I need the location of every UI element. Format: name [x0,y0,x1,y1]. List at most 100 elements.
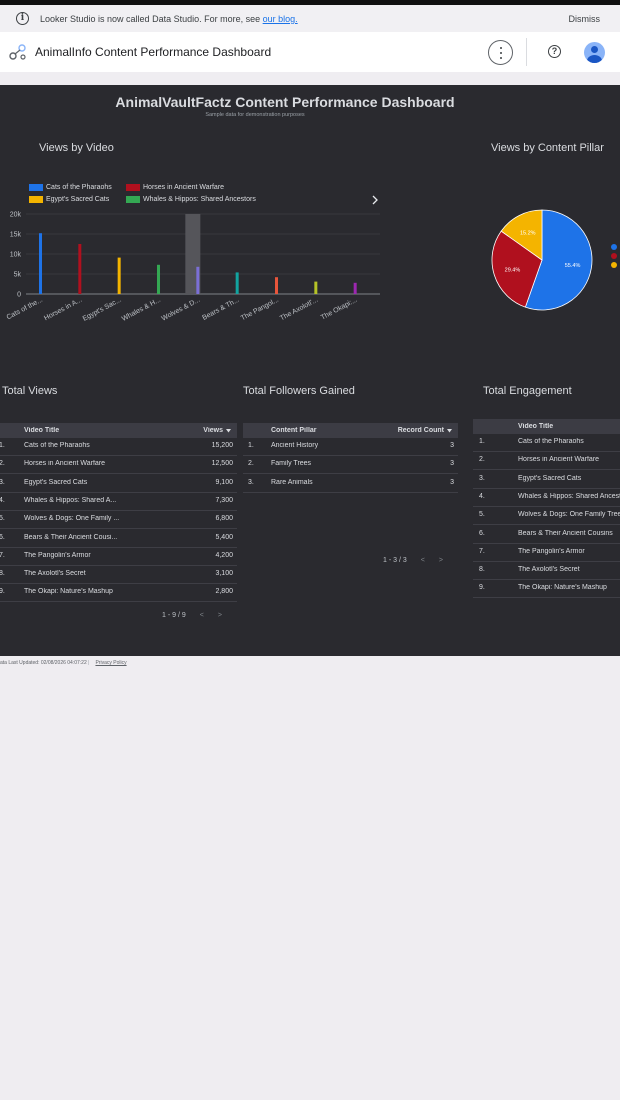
y-tick-label: 20k [10,212,22,219]
table-row[interactable]: 3. Rare Animals 3 [243,475,458,493]
blog-link[interactable]: our blog. [262,14,298,24]
table-header: Video Title [473,419,620,434]
table-row[interactable]: 9. The Okapi: Nature's Mashup [473,580,620,599]
row-value: 6,800 [215,515,233,523]
pie-slice[interactable] [500,209,543,261]
row-number: 9. [0,588,5,596]
top-edge [0,0,620,5]
legend-next-icon[interactable] [371,195,379,205]
x-tick-label: Whales & H... [121,297,162,323]
y-tick-label: 15k [10,232,22,239]
legend-item[interactable]: Egypt's Sacred Cats [29,196,109,203]
row-number: 7. [479,547,485,555]
column-header-video-title[interactable]: Video Title [518,423,554,430]
column-header-content-pillar[interactable]: Content Pillar [271,427,317,434]
table-row[interactable]: 5. Wolves & Dogs: One Family Tree [473,507,620,526]
table-row[interactable]: 4. Whales & Hippos: Shared A... 7,300 [0,493,237,511]
table-row[interactable]: 3. Egypt's Sacred Cats 9,100 [0,475,237,493]
row-number: 8. [479,566,485,574]
table-row[interactable]: 8. The Axolotl's Secret 3,100 [0,566,237,585]
x-tick-label: Wolves & D... [161,297,202,323]
table-row[interactable]: 2. Horses in Ancient Warfare [473,452,620,471]
row-value: 2,800 [215,588,233,596]
table-row[interactable]: 7. The Pangolin's Armor [473,544,620,562]
arrow-down-icon[interactable] [447,429,452,433]
row-value: 3 [450,478,454,486]
table-row[interactable]: 9. The Okapi: Nature's Mashup 2,800 [0,584,237,603]
row-number: 4. [0,496,5,504]
bar[interactable] [78,244,82,294]
report-subtitle: Sample data for demonstration purposes [205,112,305,118]
legend-item[interactable]: Cats of the Pharaohs [29,184,112,191]
row-title: Bears & Their Ancient Cousi... [24,533,118,541]
bar[interactable] [314,281,318,294]
table-row[interactable]: 2. Horses in Ancient Warfare 12,500 [0,456,237,475]
total-views-title: Total Views [2,385,58,397]
row-number: 2. [248,460,254,468]
legend-dot [611,253,617,259]
row-title: Horses in Ancient Warfare [518,456,600,464]
privacy-policy-link[interactable]: Privacy Policy [95,660,127,666]
bar[interactable] [275,277,278,294]
account-avatar[interactable] [584,42,605,63]
table-row[interactable]: 1. Cats of the Pharaohs 15,200 [0,438,237,456]
table-row[interactable]: 8. The Axolotl's Secret [473,562,620,581]
followers-table: Content Pillar Record Count 1. Ancient Hi… [243,423,458,493]
bar[interactable] [39,233,42,294]
legend-label: Egypt's Sacred Cats [46,196,110,203]
table-row[interactable]: 2. Family Trees 3 [243,456,458,475]
row-value: 3,100 [215,570,233,578]
pie-slice-label: 55.4% [565,263,581,269]
bar[interactable] [196,266,200,294]
rename-banner: i Looker Studio is now called Data Studi… [0,5,620,32]
help-icon[interactable]: ? [548,45,561,58]
pie-slice-label: 15.2% [520,230,536,236]
bar[interactable] [157,264,160,294]
table-row[interactable]: 7. The Pangolin's Armor 4,200 [0,548,237,566]
row-title: Ancient History [271,442,319,449]
table-row[interactable]: 6. Bears & Their Ancient Cousi... 5,400 [0,530,237,548]
total-followers-title: Total Followers Gained [243,385,355,397]
row-number: 3. [479,474,485,482]
dismiss-button[interactable]: Dismiss [568,14,601,24]
row-number: 5. [0,515,5,523]
table-row[interactable]: 1. Cats of the Pharaohs [473,434,620,452]
bar[interactable] [117,257,121,294]
row-number: 9. [479,584,485,592]
x-tick-label: Horses in A... [43,297,83,323]
views-pager: 1 - 9 / 9 < > [162,612,222,619]
pager-range: 1 - 3 / 3 [383,557,407,564]
table-row[interactable]: 4. Whales & Hippos: Shared Ancestors [473,489,620,507]
legend-item[interactable]: Whales & Hippos: Shared Ancestors [126,196,256,203]
pie-slice[interactable] [491,230,543,308]
more-options-button[interactable] [488,40,513,65]
x-tick-label: The Axolotl'... [279,297,319,323]
x-tick-label: The Okapi:... [320,297,359,322]
bar[interactable] [353,282,357,294]
next-page-icon[interactable]: > [438,557,443,564]
row-value: 5,400 [215,533,233,541]
banner-text: Looker Studio is now called Data Studio.… [40,14,261,24]
row-title: Whales & Hippos: Shared Ancestors [518,492,620,500]
row-number: 3. [248,478,254,486]
prev-page-icon[interactable]: < [199,612,204,619]
row-title: Whales & Hippos: Shared A... [24,496,117,504]
table-row[interactable]: 5. Wolves & Dogs: One Family ... 6,800 [0,511,237,530]
table-row[interactable]: 1. Ancient History 3 [243,438,458,456]
prev-page-icon[interactable]: < [420,557,425,564]
table-row[interactable]: 3. Egypt's Sacred Cats [473,471,620,489]
bar[interactable] [235,272,239,294]
arrow-down-icon[interactable] [226,429,231,433]
last-updated: ata Last Updated: 02/08/2026 04:07:22 [0,660,87,666]
row-number: 7. [0,551,5,559]
table-row[interactable]: 6. Bears & Their Ancient Cousins [473,526,620,544]
column-header-video-title[interactable]: Video Title [24,427,60,434]
column-header-views[interactable]: Views [203,427,223,434]
next-page-icon[interactable]: > [217,612,222,619]
legend-label: Horses in Ancient Warfare [143,184,225,191]
legend-item[interactable]: Horses in Ancient Warfare [126,184,224,191]
row-title: Egypt's Sacred Cats [518,474,582,482]
banner-message: Looker Studio is now called Data Studio.… [40,14,298,24]
row-title: Wolves & Dogs: One Family Tree [518,511,620,519]
column-header-record-count[interactable]: Record Count [397,427,444,434]
